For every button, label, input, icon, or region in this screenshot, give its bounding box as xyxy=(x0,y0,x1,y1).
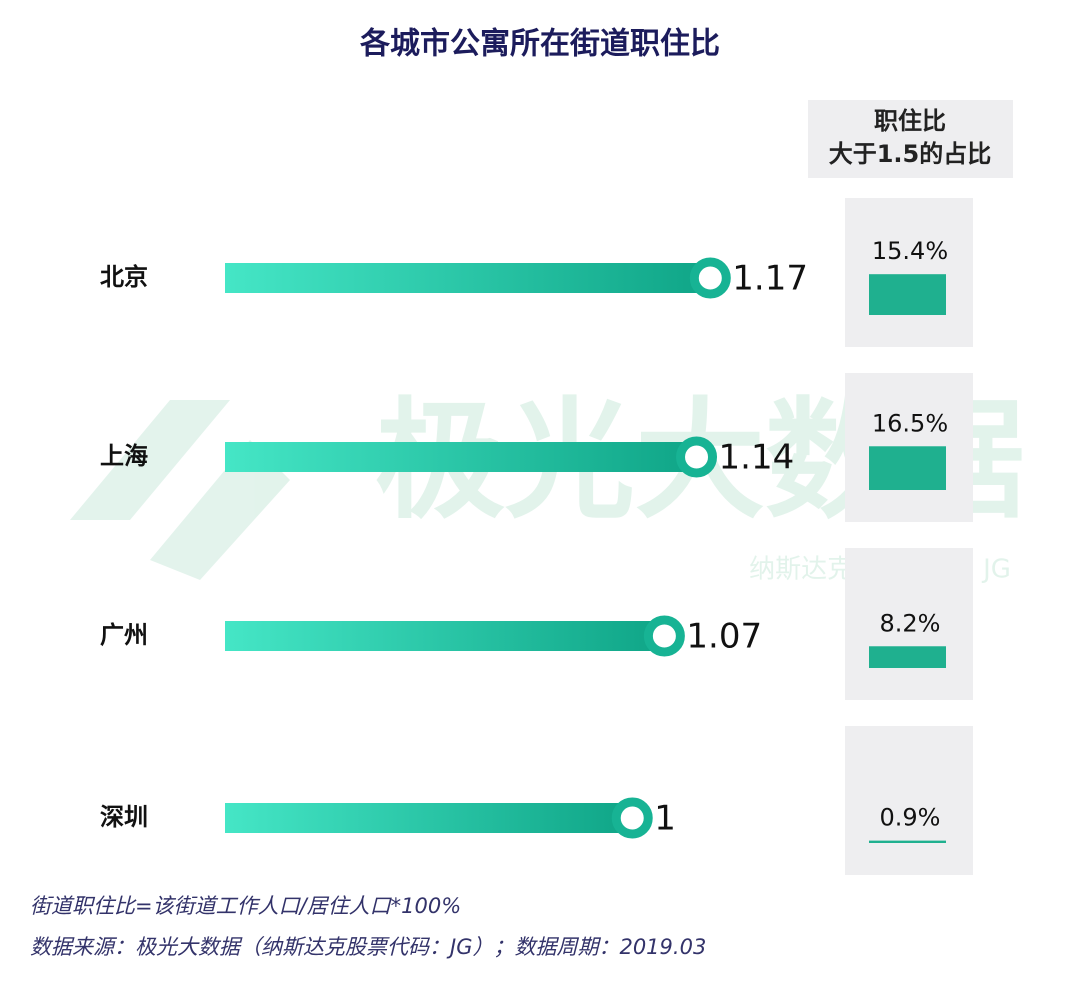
bar xyxy=(225,803,633,833)
category-label: 上海 xyxy=(100,442,148,470)
value-label: 1.07 xyxy=(686,617,762,657)
value-label: 1.17 xyxy=(732,259,808,299)
bar-end xyxy=(676,436,718,478)
bar xyxy=(225,621,665,651)
value-label: 8.2% xyxy=(880,609,941,637)
bar-end xyxy=(689,257,731,299)
panel xyxy=(845,198,973,347)
category-label: 北京 xyxy=(100,263,148,291)
bar xyxy=(869,840,946,843)
value-label: 0.9% xyxy=(880,804,941,832)
panel-header xyxy=(808,100,1013,178)
category-label: 广州 xyxy=(100,621,148,649)
bar xyxy=(225,442,697,472)
bar xyxy=(869,274,946,315)
footnote: 数据来源：极光大数据（纳斯达克股票代码：JG）；数据周期：2019.03 xyxy=(30,935,706,959)
value-label: 1.14 xyxy=(719,438,795,478)
bar xyxy=(869,646,946,668)
panel xyxy=(845,726,973,875)
watermark-logo xyxy=(70,400,290,580)
panel xyxy=(845,548,973,700)
footnote: 街道职住比=该街道工作人口/居住人口*100% xyxy=(30,894,461,918)
bar-end xyxy=(611,797,653,839)
category-label: 深圳 xyxy=(100,803,148,831)
bar xyxy=(225,263,711,293)
value-label: 15.4% xyxy=(872,237,948,265)
bar-end xyxy=(643,615,685,657)
panel-title: 大于1.5的占比 xyxy=(829,140,992,168)
value-label: 16.5% xyxy=(872,409,948,437)
panel-title: 职住比 xyxy=(874,107,946,135)
chart-title: 各城市公寓所在街道职住比 xyxy=(359,27,720,62)
value-label: 1 xyxy=(654,799,676,839)
bar xyxy=(869,446,946,490)
